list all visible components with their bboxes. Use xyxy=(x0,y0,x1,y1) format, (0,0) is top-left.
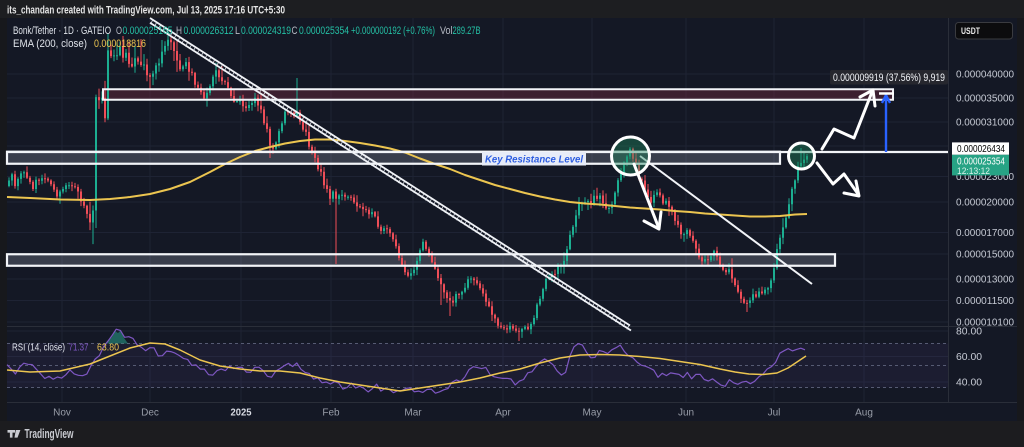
svg-text:0.000009919 (37.56%) 9,919: 0.000009919 (37.56%) 9,919 xyxy=(833,72,945,84)
svg-text:Aug: Aug xyxy=(855,408,873,419)
svg-text:Jun: Jun xyxy=(678,408,694,419)
svg-text:Dec: Dec xyxy=(141,408,159,419)
svg-text:0.000040000: 0.000040000 xyxy=(956,70,1014,81)
svg-text:0.000035000: 0.000035000 xyxy=(956,94,1014,105)
svg-text:Apr: Apr xyxy=(495,408,511,419)
svg-text:40.00: 40.00 xyxy=(956,378,982,389)
svg-text:0.000025165: 0.000025165 xyxy=(123,25,173,37)
svg-text:C: C xyxy=(292,25,298,37)
svg-text:EMA (200, close): EMA (200, close) xyxy=(13,38,87,50)
svg-text:+0.000000192 (+0.76%): +0.000000192 (+0.76%) xyxy=(351,25,435,37)
svg-text:0.000024319: 0.000024319 xyxy=(241,25,291,37)
svg-text:0.000010100: 0.000010100 xyxy=(956,318,1014,329)
svg-text:May: May xyxy=(583,408,602,419)
svg-text:0.000026312: 0.000026312 xyxy=(184,25,234,37)
svg-text:0.000031000: 0.000031000 xyxy=(956,118,1014,129)
svg-text:Nov: Nov xyxy=(53,408,71,419)
svg-text:Feb: Feb xyxy=(322,408,340,419)
svg-text:0.000011500: 0.000011500 xyxy=(956,296,1014,307)
svg-text:289.27B: 289.27B xyxy=(453,25,481,37)
svg-text:0.000025354: 0.000025354 xyxy=(957,157,1005,168)
svg-text:Mar: Mar xyxy=(404,408,422,419)
svg-text:0.000020000: 0.000020000 xyxy=(956,198,1014,209)
svg-text:L: L xyxy=(235,25,240,37)
svg-text:its_chandan created with Tradi: its_chandan created with TradingView.com… xyxy=(7,5,285,17)
svg-text:RSI (14, close): RSI (14, close) xyxy=(12,343,65,354)
svg-text:63.80: 63.80 xyxy=(97,343,119,354)
svg-text:USDT: USDT xyxy=(961,26,980,37)
svg-text:O: O xyxy=(116,25,122,37)
svg-text:0.000017000: 0.000017000 xyxy=(956,228,1014,239)
svg-text:H: H xyxy=(176,25,182,37)
svg-text:Key Resistance Level: Key Resistance Level xyxy=(485,154,584,166)
svg-text:Jul: Jul xyxy=(768,408,781,419)
svg-text:0.000013000: 0.000013000 xyxy=(956,275,1014,286)
svg-text:0.000025354: 0.000025354 xyxy=(299,25,349,37)
svg-text:2025: 2025 xyxy=(231,408,252,419)
svg-text:Vol: Vol xyxy=(440,25,453,37)
svg-text:TradingView: TradingView xyxy=(25,427,74,441)
svg-text:60.00: 60.00 xyxy=(956,352,982,363)
svg-text:12:13:12: 12:13:12 xyxy=(957,166,990,177)
svg-text:0.000018816: 0.000018816 xyxy=(94,38,146,50)
svg-text:0.000023000: 0.000023000 xyxy=(956,172,1014,183)
svg-text:0.000026434: 0.000026434 xyxy=(957,144,1005,155)
svg-text:71.37: 71.37 xyxy=(69,343,89,354)
svg-text:80.00: 80.00 xyxy=(956,327,982,338)
svg-text:0.000015000: 0.000015000 xyxy=(956,250,1014,261)
svg-text:Bonk/Tether · 1D · GATEIO: Bonk/Tether · 1D · GATEIO xyxy=(13,25,111,37)
